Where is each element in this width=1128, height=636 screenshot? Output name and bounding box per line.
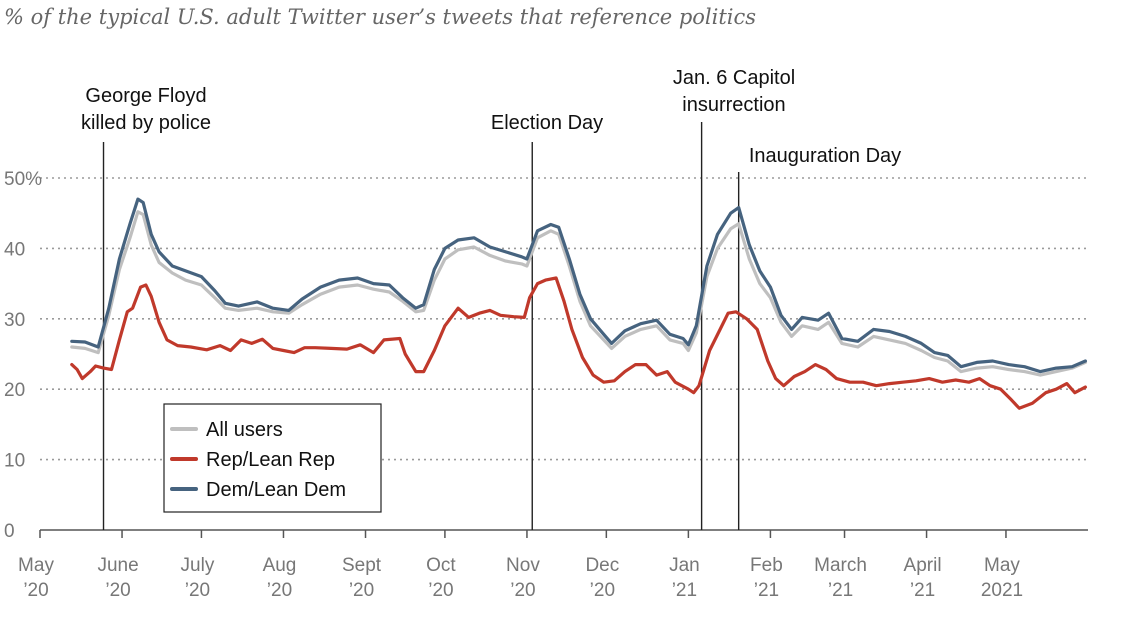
x-tick-label-year: ’20 (105, 580, 130, 601)
x-tick-label: Aug (263, 555, 297, 576)
x-tick-label: April (904, 555, 942, 576)
event-label: Inauguration Day (749, 145, 901, 167)
x-tick-label-year: ’21 (828, 580, 853, 601)
x-tick-label: July (181, 555, 215, 576)
legend-label: Dem/Lean Dem (206, 479, 346, 501)
x-tick-label-year: ’20 (590, 580, 615, 601)
x-tick-label: June (97, 555, 138, 576)
x-tick-label-year: ’20 (23, 580, 48, 601)
x-tick-label-year: ’20 (428, 580, 453, 601)
y-tick-label: 10 (4, 451, 25, 472)
series-lines (70, 197, 1087, 410)
series-line-rep (70, 276, 1087, 410)
y-tick-label: 40 (4, 239, 25, 260)
x-tick-label: Jan (669, 555, 700, 576)
chart-subtitle: % of the typical U.S. adult Twitter user… (4, 5, 756, 29)
event-label: Jan. 6 Capitol (673, 67, 795, 89)
series-line-all (70, 210, 1087, 377)
x-tick-label: Sept (342, 555, 382, 576)
x-tick-label: Dec (585, 555, 619, 576)
x-tick-label: March (814, 555, 867, 576)
series-line-dem (70, 197, 1087, 374)
legend-box (163, 403, 382, 513)
legend-label: All users (206, 419, 283, 441)
x-tick-label-year: ’21 (672, 580, 697, 601)
y-tick-label: 30 (4, 310, 25, 331)
legend: All users Rep/Lean Rep Dem/Lean Dem (163, 403, 382, 513)
y-tick-label: 20 (4, 380, 25, 401)
x-tick-label-year: ’20 (185, 580, 210, 601)
y-tick-label: 0 (4, 521, 15, 542)
x-tick-label-year: 2021 (981, 580, 1023, 601)
x-axis: May ’20 June ’20 July ’20 Aug ’20 Sept ’20 Oct ’20 N… (18, 529, 1088, 601)
x-tick-label-year: ’20 (267, 580, 292, 601)
x-tick-label: Nov (506, 555, 540, 576)
x-tick-label: May (18, 555, 54, 576)
event-label: George Floyd (85, 85, 206, 107)
y-axis-ticks: 0 10 20 30 40 50% (4, 169, 42, 542)
x-tick-label-year: ’20 (510, 580, 535, 601)
event-label: Election Day (491, 112, 603, 134)
x-tick-label: Oct (426, 555, 456, 576)
event-label: insurrection (682, 94, 785, 116)
legend-label: Rep/Lean Rep (206, 449, 335, 471)
event-annotations: George Floyd killed by police Election Day… (81, 67, 901, 530)
x-tick-label-year: ’21 (754, 580, 779, 601)
event-label: killed by police (81, 112, 211, 134)
x-tick-label-year: ’21 (910, 580, 935, 601)
y-tick-label: 50% (4, 169, 42, 190)
x-tick-label-year: ’20 (349, 580, 374, 601)
x-tick-label: May (984, 555, 1020, 576)
x-tick-label: Feb (750, 555, 783, 576)
